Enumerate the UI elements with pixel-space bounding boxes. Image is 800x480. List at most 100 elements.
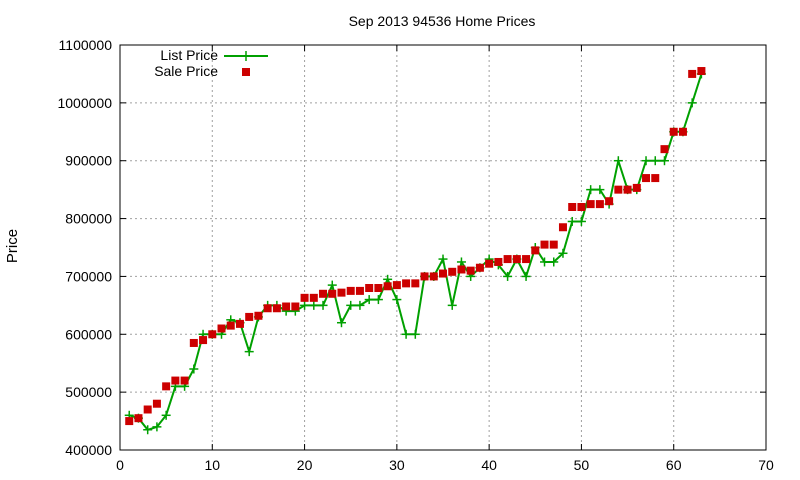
data-point-square: [254, 311, 263, 320]
data-point-square: [439, 269, 447, 278]
data-point-square: [337, 288, 346, 297]
data-point-square: [291, 302, 300, 311]
data-point-square: [540, 240, 549, 249]
y-tick-label: 1000000: [57, 95, 112, 111]
data-point-plus: [152, 422, 162, 432]
data-point-plus: [327, 280, 337, 290]
data-point-square: [448, 267, 457, 276]
data-point-plus: [300, 300, 310, 310]
data-point-square: [208, 330, 217, 339]
data-point-square: [411, 279, 420, 288]
data-point-square: [162, 382, 171, 391]
data-point-square: [577, 203, 586, 211]
data-point-square: [134, 414, 143, 423]
legend-swatch-sale-price: [242, 68, 250, 76]
data-point-square: [558, 223, 567, 232]
y-tick-label: 600000: [65, 326, 112, 342]
data-point-square: [429, 272, 438, 281]
y-axis-label: Price: [4, 229, 21, 263]
legend-label-list-price: List Price: [160, 47, 218, 63]
axis-ticks: 400000 500000 600000 700000 800000 900000 1000…: [57, 37, 774, 473]
data-point-square: [586, 200, 595, 209]
data-point-square: [383, 282, 392, 291]
x-tick-label: 20: [297, 457, 313, 473]
data-point-square: [678, 127, 687, 136]
data-point-plus: [659, 156, 669, 166]
y-tick-label: 700000: [65, 268, 112, 284]
y-tick-label: 500000: [65, 384, 112, 400]
data-point-square: [485, 259, 494, 268]
data-point-square: [512, 255, 521, 264]
chart-title: Sep 2013 94536 Home Prices: [349, 13, 536, 29]
data-point-plus: [401, 329, 411, 339]
data-point-plus: [143, 425, 153, 435]
data-point-square: [374, 284, 383, 292]
plot-frame: [119, 44, 767, 451]
x-tick-label: 30: [389, 457, 405, 473]
x-tick-label: 60: [666, 457, 682, 473]
data-point-square: [457, 265, 466, 274]
data-point-square: [152, 399, 161, 408]
data-point-plus: [576, 216, 586, 226]
y-tick-label: 900000: [65, 153, 112, 169]
data-point-plus: [336, 318, 346, 328]
data-point-square: [143, 405, 152, 414]
x-tick-label: 40: [481, 457, 497, 473]
data-point-plus: [346, 300, 356, 310]
data-point-square: [688, 69, 697, 78]
data-point-square: [420, 272, 429, 281]
data-point-square: [632, 183, 641, 192]
data-point-plus: [364, 295, 374, 305]
data-point-plus: [567, 216, 577, 226]
data-point-plus: [456, 257, 466, 267]
data-point-square: [494, 257, 503, 266]
series-sale-price: [125, 67, 706, 426]
data-point-plus: [318, 300, 328, 310]
data-point-square: [245, 312, 254, 321]
x-tick-label: 50: [574, 457, 590, 473]
data-point-square: [549, 240, 558, 249]
data-point-square: [171, 376, 180, 385]
data-point-square: [595, 200, 604, 209]
data-point-square: [217, 324, 226, 333]
data-point-square: [189, 338, 198, 347]
data-point-square: [282, 302, 291, 311]
data-point-plus: [355, 300, 365, 310]
data-point-plus: [687, 98, 697, 108]
data-point-square: [614, 185, 623, 194]
data-point-square: [531, 246, 540, 255]
data-point-plus: [244, 347, 254, 357]
data-point-plus: [309, 300, 319, 310]
data-point-plus: [447, 300, 457, 310]
y-tick-label: 1100000: [59, 37, 113, 53]
data-point-plus: [613, 156, 623, 166]
data-point-square: [365, 284, 374, 292]
data-point-square: [697, 67, 706, 76]
data-point-plus: [650, 156, 660, 166]
data-point-square: [125, 417, 134, 426]
data-point-plus: [503, 271, 513, 281]
y-tick-label: 800000: [65, 211, 112, 227]
data-point-square: [660, 145, 669, 154]
data-point-plus: [521, 271, 531, 281]
data-point-square: [300, 293, 309, 302]
data-point-square: [568, 203, 577, 211]
data-point-square: [669, 127, 678, 136]
legend-swatch-list-price-marker: [241, 51, 251, 61]
data-point-plus: [438, 254, 448, 264]
data-point-square: [605, 197, 614, 206]
x-tick-label: 70: [758, 457, 774, 473]
data-point-plus: [558, 248, 568, 258]
data-point-square: [199, 336, 208, 345]
data-point-square: [346, 286, 355, 295]
data-point-square: [392, 281, 401, 290]
data-point-plus: [641, 156, 651, 166]
data-point-square: [642, 174, 651, 183]
data-point-square: [466, 266, 475, 275]
series-layer: [124, 67, 706, 435]
data-point-square: [309, 293, 318, 302]
data-point-square: [475, 263, 484, 272]
data-point-plus: [540, 257, 550, 267]
